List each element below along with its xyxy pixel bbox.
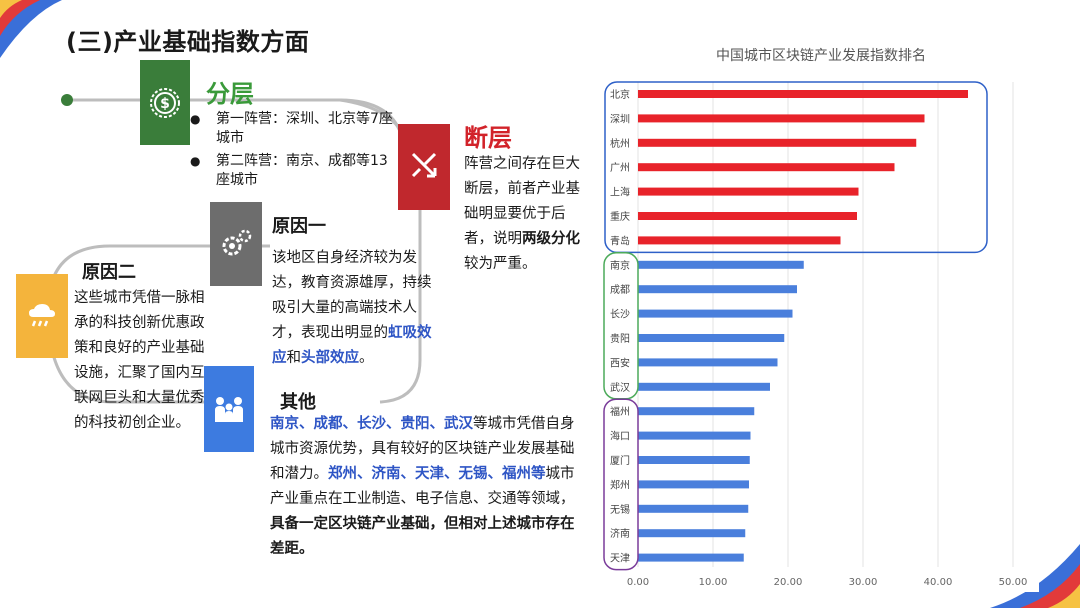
bar [638, 163, 895, 172]
y-category-label: 青岛 [610, 234, 630, 247]
x-tick-label: 30.00 [849, 577, 878, 588]
city-blockchain-index-chart: 中国城市区块链产业发展指数排名 0.00 10.00 20.00 30.00 40.00 5… [603, 32, 1039, 592]
chart-svg: 中国城市区块链产业发展指数排名 0.00 10.00 20.00 30.00 40.00 5… [603, 47, 1028, 588]
bar [638, 187, 859, 196]
y-category-label: 无锡 [610, 503, 630, 516]
group-outline [604, 81, 988, 254]
bar [638, 114, 925, 123]
bar [638, 309, 793, 318]
bar [638, 212, 857, 220]
bar [638, 285, 797, 294]
x-tick-label: 10.00 [699, 577, 728, 588]
y-category-label: 天津 [610, 553, 630, 565]
reason1-text: 该地区自身经济较为发达，教育资源雄厚，持续吸引大量的高端技术人才，表现出明显的虹… [272, 250, 432, 366]
bar [638, 138, 917, 147]
layer-heading: 分层 [206, 80, 254, 108]
other-icon-tile [204, 366, 254, 452]
bar [638, 504, 749, 513]
chart-title: 中国城市区块链产业发展指数排名 [716, 47, 926, 64]
fault-text: 阵营之间存在巨大断层，前者产业基础明显要优于后者，说明两级分化较为严重。 [464, 156, 580, 272]
bar [638, 456, 750, 464]
y-category-label: 成都 [610, 284, 630, 296]
reason2-text: 这些城市凭借一脉相承的科技创新优惠政策和良好的产业基础设施，汇聚了国内互联网巨头… [74, 290, 205, 431]
people-icon [215, 397, 243, 422]
y-category-label: 济南 [610, 527, 630, 540]
split-arrows-icon [411, 152, 437, 178]
x-tick-label: 20.00 [774, 577, 803, 588]
y-category-label: 武汉 [610, 381, 630, 394]
other-text: 南京、成都、长沙、贵阳、武汉等城市凭借自身城市资源优势，具有较好的区块链产业发展… [270, 416, 575, 557]
fault-icon-tile [398, 124, 450, 210]
list-item: 第一阵营：深圳、北京等7座城市 [190, 110, 400, 148]
y-category-label: 福州 [610, 405, 630, 418]
page-title: (三)产业基础指数方面 [66, 28, 310, 56]
y-category-label: 郑州 [610, 478, 630, 491]
rain-cloud-icon [29, 304, 55, 327]
bar [638, 334, 785, 342]
group-outline [603, 252, 639, 400]
reason2-heading: 原因二 [82, 262, 136, 283]
other-heading: 其他 [280, 392, 316, 413]
bar [638, 90, 968, 98]
reason1-heading: 原因一 [272, 216, 326, 237]
bar [638, 358, 778, 367]
gears-icon [222, 229, 252, 256]
y-category-label: 南京 [610, 259, 630, 272]
y-category-label: 北京 [610, 88, 630, 101]
y-category-label: 杭州 [610, 137, 630, 150]
y-category-label: 上海 [610, 186, 630, 199]
bar [638, 553, 744, 562]
y-category-label: 海口 [610, 430, 630, 443]
y-category-label: 贵阳 [610, 332, 630, 345]
list-item: 第二阵营：南京、成都等13座城市 [190, 152, 400, 190]
bar [638, 407, 755, 416]
y-category-label: 深圳 [610, 113, 630, 125]
bar [638, 236, 841, 245]
fault-heading: 断层 [464, 124, 512, 152]
reason1-icon-tile [210, 202, 262, 286]
money-icon: $ [150, 87, 180, 118]
x-tick-label: 50.00 [999, 577, 1028, 588]
y-category-label: 厦门 [610, 454, 630, 467]
corner-decoration-top-left [0, 0, 62, 58]
y-category-label: 西安 [610, 356, 630, 369]
svg-text:$: $ [160, 96, 170, 112]
y-category-label: 重庆 [610, 210, 630, 223]
bar [638, 529, 746, 538]
corner-decoration-bottom-right [990, 544, 1080, 608]
layer-icon-tile: $ [140, 60, 190, 145]
x-tick-label: 40.00 [924, 577, 953, 588]
bar [638, 260, 804, 269]
bar [638, 480, 749, 489]
reason2-icon-tile [16, 274, 68, 358]
x-tick-label: 0.00 [627, 577, 649, 588]
y-category-label: 广州 [610, 162, 630, 174]
bar [638, 431, 751, 440]
group-outline [603, 398, 639, 571]
y-category-label: 长沙 [610, 309, 630, 321]
layer-bullet-list: 第一阵营：深圳、北京等7座城市 第二阵营：南京、成都等13座城市 [190, 110, 400, 194]
bar [638, 382, 770, 391]
